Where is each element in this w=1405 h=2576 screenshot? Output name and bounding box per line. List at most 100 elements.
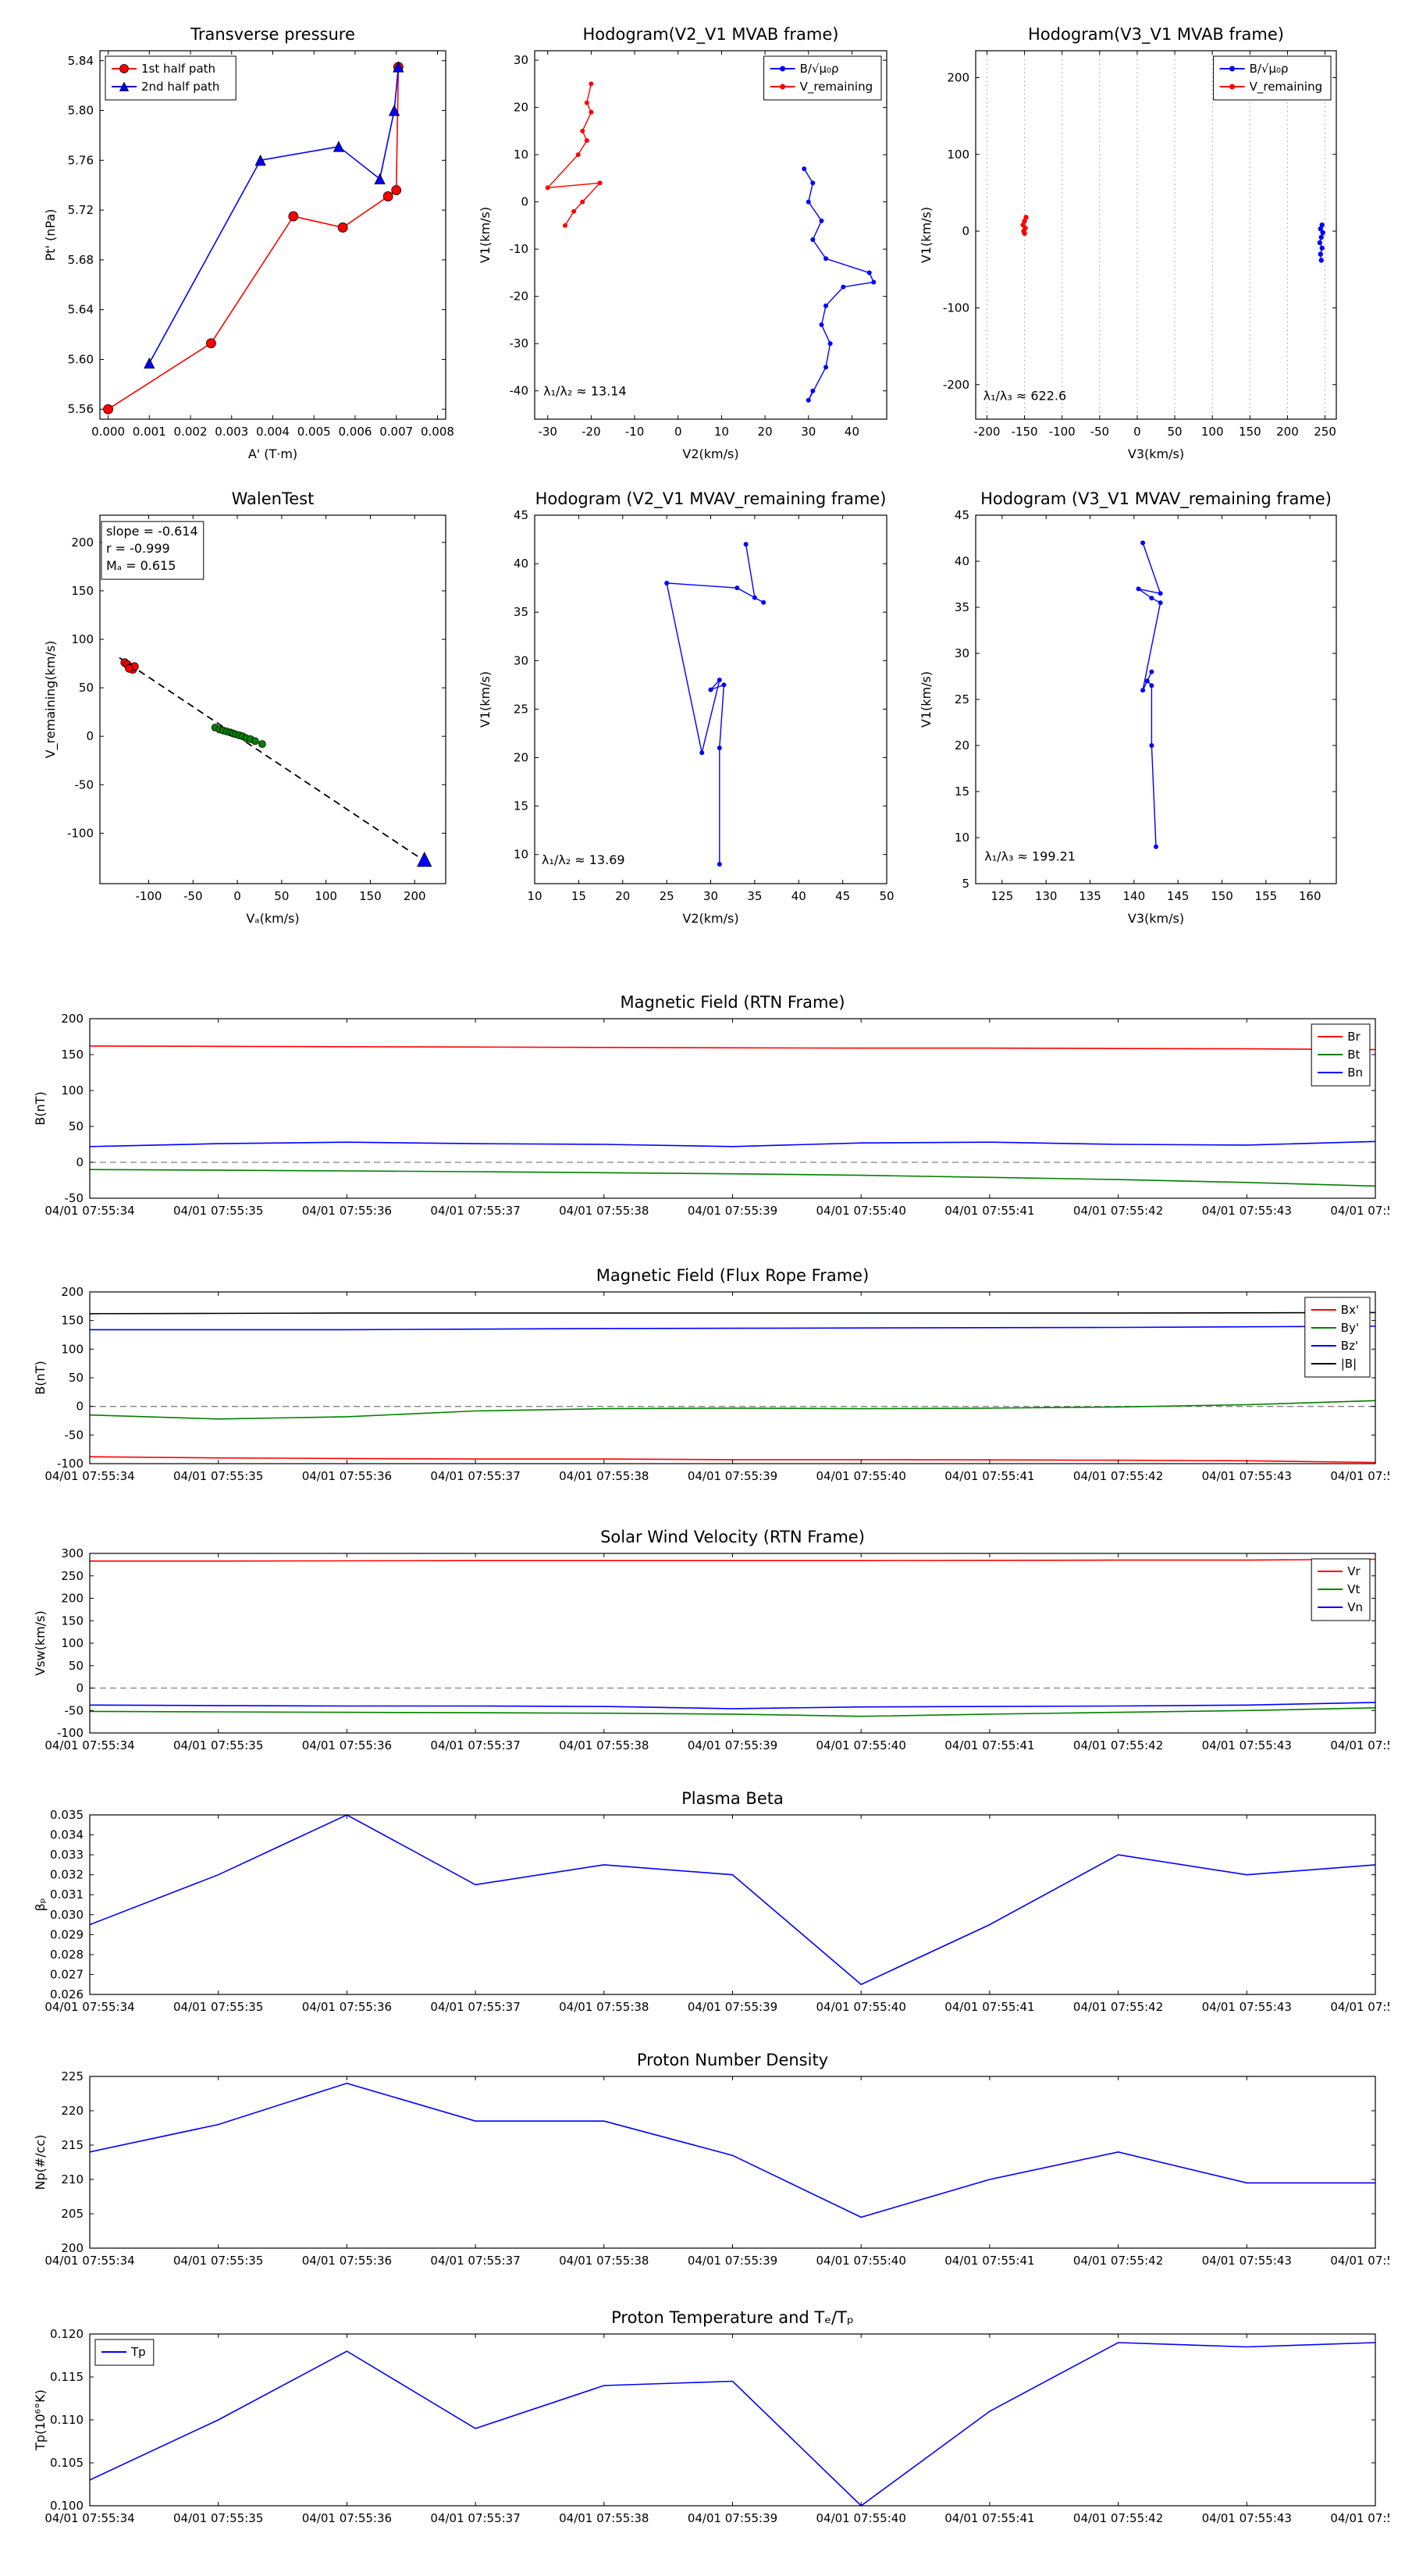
y-tick-label: 0.120 — [50, 2327, 84, 2341]
x-tick-label: 0.004 — [256, 425, 290, 439]
y-axis-label: V1(km/s) — [919, 671, 934, 728]
y-axis-label: B(nT) — [33, 1361, 48, 1394]
y-tick-label: 200 — [71, 535, 94, 550]
x-tick-label: 04/01 07:55:42 — [1073, 2511, 1163, 2525]
chart-title: Hodogram (V2_V1 MVAV_remaining frame) — [535, 489, 887, 509]
chart-proton-temperature: 04/01 07:55:34 04/01 07:55:35 04/01 07:55:… — [16, 2291, 1405, 2541]
x-tick-label: 04/01 07:55:41 — [944, 2511, 1034, 2525]
x-tick-label: 04/01 07:55:42 — [1073, 1204, 1163, 1218]
x-tick-label: -100 — [1049, 425, 1076, 439]
x-tick-label: 140 — [1123, 889, 1146, 903]
chart-title: WalenTest — [232, 489, 315, 508]
chart-svg: 10 15 20 25 30 35 40 45 50 10 15 20 25 30 35 40 45 Hodogr… — [478, 489, 895, 926]
x-tick-label: 04/01 07:55:34 — [44, 1469, 134, 1483]
series-Tp — [89, 2342, 1376, 2507]
y-tick-label: 100 — [61, 1342, 84, 1356]
x-tick-label: 04/01 07:55:39 — [688, 2254, 777, 2268]
y-tick-label: 150 — [61, 1048, 84, 1062]
x-tick-label: 04/01 07:55:38 — [559, 1738, 649, 1752]
series-fit-line — [119, 656, 429, 864]
y-tick-label: 0 — [521, 195, 528, 209]
y-tick-label: 250 — [61, 1569, 84, 1583]
x-tick-label: -50 — [183, 889, 203, 903]
y-tick-label: 5 — [962, 877, 969, 891]
x-tick-label: 04/01 07:55:43 — [1202, 1204, 1292, 1218]
series-2nd-half-path — [148, 66, 400, 364]
y-tick-label: 0.032 — [50, 1868, 84, 1882]
series-Bn — [89, 1140, 1376, 1147]
legend-label: Vn — [1347, 1600, 1363, 1614]
x-tick-label: 04/01 07:55:38 — [559, 1469, 649, 1483]
x-tick-label: 0.005 — [297, 425, 331, 439]
x-axis-label: V2(km/s) — [682, 447, 738, 461]
x-tick-label: 04/01 07:55:34 — [44, 2511, 134, 2525]
y-tick-label: 0 — [76, 1400, 84, 1414]
x-tick-label: -200 — [973, 425, 1000, 439]
x-tick-label: 04/01 07:55:42 — [1073, 1738, 1163, 1752]
x-tick-label: 04/01 07:55:35 — [173, 2000, 263, 2014]
y-tick-label: 150 — [71, 584, 94, 598]
x-tick-label: 50 — [274, 889, 289, 903]
y-tick-label: -100 — [57, 1457, 84, 1471]
x-tick-label: 04/01 07:55:39 — [688, 1469, 777, 1483]
x-tick-label: 04/01 07:55:41 — [944, 1204, 1034, 1218]
y-tick-label: 0.105 — [50, 2456, 84, 2470]
y-tick-label: 0.100 — [50, 2499, 84, 2513]
x-axis-label: A' (T·m) — [248, 447, 297, 461]
chart-title: Hodogram(V2_V1 MVAB frame) — [583, 25, 839, 44]
legend: Tp — [94, 2339, 155, 2366]
y-tick-label: 5.84 — [68, 54, 94, 68]
axes-frame — [975, 514, 1337, 884]
x-tick-label: 20 — [758, 425, 773, 439]
y-tick-label: 200 — [61, 2241, 84, 2255]
series-Bz-prime — [90, 1325, 1376, 1331]
legend: 1st half path 2nd half path — [105, 55, 237, 101]
x-tick-label: 04/01 07:55:36 — [302, 1738, 392, 1752]
series-B-over-sqrt-mu0rho — [803, 168, 875, 401]
x-tick-label: 135 — [1079, 889, 1101, 903]
x-tick-label: 04/01 07:55:37 — [430, 1469, 520, 1483]
x-tick-label: 04/01 07:55:44 — [1330, 1469, 1389, 1483]
y-tick-label: 30 — [514, 653, 528, 667]
y-tick-label: 35 — [955, 600, 969, 614]
chart-solar-wind-velocity: 04/01 07:55:34 04/01 07:55:35 04/01 07:55:… — [16, 1510, 1405, 1768]
y-axis-label: Vsw(km/s) — [33, 1610, 48, 1675]
y-axis-label: V1(km/s) — [478, 671, 493, 728]
x-tick-label: 04/01 07:55:44 — [1330, 2000, 1389, 2014]
x-tick-label: -10 — [625, 425, 645, 439]
chart-hodogram-v2v1-mvab: -30 -20 -10 0 10 20 30 40 -40 -30 -20 -10 0 10 20 30 Hod… — [472, 20, 898, 472]
y-tick-label: 0.033 — [50, 1848, 84, 1862]
y-tick-label: 0.028 — [50, 1948, 84, 1962]
series-Bt — [89, 1169, 1376, 1187]
x-tick-label: 04/01 07:55:35 — [173, 1469, 263, 1483]
y-tick-label: 50 — [69, 1659, 84, 1673]
y-tick-label: -100 — [943, 301, 969, 315]
x-tick-label: -100 — [135, 889, 162, 903]
chart-title: Magnetic Field (RTN Frame) — [620, 993, 845, 1012]
x-tick-label: 04/01 07:55:39 — [688, 2511, 777, 2525]
x-tick-label: 04/01 07:55:40 — [816, 2000, 906, 2014]
x-tick-label: 04/01 07:55:35 — [173, 2511, 263, 2525]
x-tick-label: 04/01 07:55:34 — [44, 2000, 134, 2014]
y-tick-label: 215 — [61, 2138, 84, 2152]
x-tick-label: 04/01 07:55:36 — [302, 1469, 392, 1483]
series-Vn — [89, 1702, 1376, 1710]
x-tick-label: 0.007 — [379, 425, 413, 439]
legend: Br Bt Bn — [1311, 1023, 1371, 1087]
x-tick-label: -50 — [1090, 425, 1110, 439]
y-tick-label: 50 — [79, 681, 94, 695]
chart-title: Plasma Beta — [681, 1789, 784, 1808]
legend-label: Vt — [1347, 1582, 1360, 1596]
chart-svg: -100 -50 0 50 100 150 200 -100 -50 0 50 100 150 200 Wa… — [43, 489, 446, 926]
y-tick-label: 5.80 — [68, 104, 94, 118]
chart-hodogram-v3v1-mvab: -200 -150 -100 -50 0 50 100 150 200 250 -200 -100 0 1… — [913, 20, 1350, 472]
y-tick-label: -200 — [943, 378, 969, 392]
x-tick-label: 04/01 07:55:39 — [688, 2000, 777, 2014]
y-tick-label: 205 — [61, 2207, 84, 2221]
x-tick-label: 04/01 07:55:36 — [302, 2000, 392, 2014]
series-Np — [89, 2082, 1375, 2218]
legend-label: Bz' — [1341, 1339, 1358, 1353]
y-tick-label: 0 — [76, 1681, 84, 1695]
y-tick-label: 200 — [947, 70, 969, 84]
